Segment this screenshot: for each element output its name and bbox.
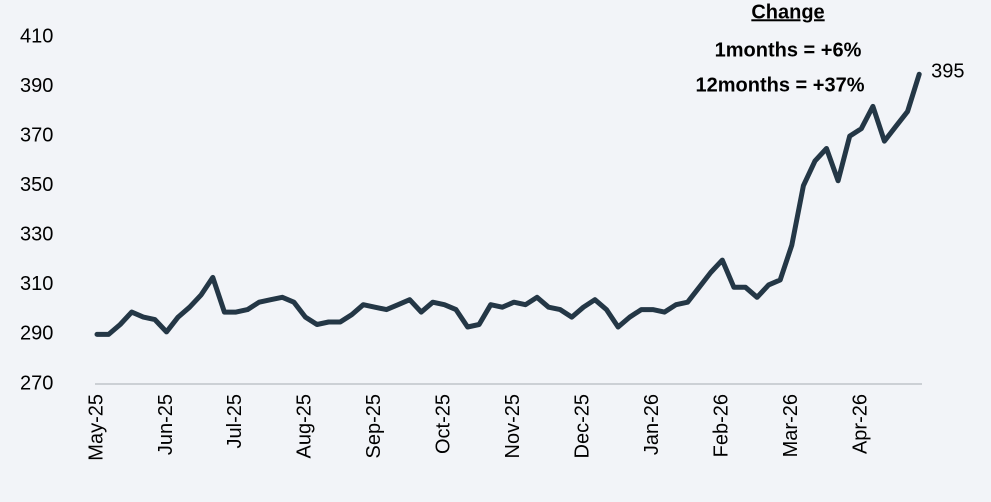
annotation: 12months = +37% bbox=[696, 74, 865, 96]
y-tick-label: 410 bbox=[20, 25, 53, 47]
annotation: 1months = +6% bbox=[715, 39, 862, 61]
x-tick-label: Oct-25 bbox=[433, 394, 455, 454]
x-tick-label: Jun-25 bbox=[155, 394, 177, 455]
x-tick-label: Aug-25 bbox=[294, 394, 316, 459]
y-tick-label: 330 bbox=[20, 224, 53, 246]
y-tick-label: 350 bbox=[20, 174, 53, 196]
line bbox=[94, 71, 922, 337]
y-tick-label: 390 bbox=[20, 75, 53, 97]
y-tick-label: 370 bbox=[20, 124, 53, 146]
x-tick-label: Sep-25 bbox=[363, 394, 385, 459]
x-tick-label: May-25 bbox=[85, 394, 107, 461]
x-tick-label: Feb-26 bbox=[711, 394, 733, 457]
annotation-title: Change bbox=[751, 1, 824, 23]
x-tick-label: Jan-26 bbox=[641, 394, 663, 455]
end-value-label: 395 bbox=[931, 60, 964, 82]
x-tick-label: Apr-26 bbox=[850, 394, 872, 454]
x-tick-label: Nov-25 bbox=[502, 394, 524, 458]
y-tick-label: 310 bbox=[20, 273, 53, 295]
x-tick-label: Jul-25 bbox=[224, 394, 246, 448]
x-tick-label: Mar-26 bbox=[780, 394, 802, 457]
x-tick-label: Dec-25 bbox=[572, 394, 594, 458]
y-tick-label: 290 bbox=[20, 323, 53, 345]
y-tick-label: 270 bbox=[20, 372, 53, 394]
